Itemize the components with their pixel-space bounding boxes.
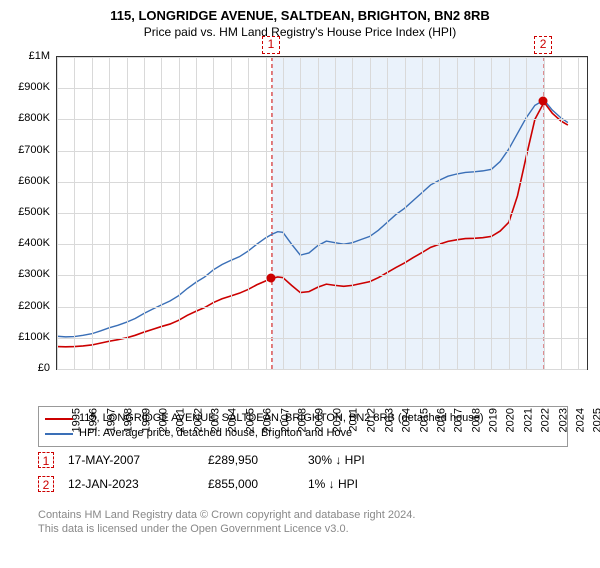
event-row-price: £289,950 xyxy=(208,453,308,467)
event-row-marker: 2 xyxy=(38,476,54,492)
legend: 115, LONGRIDGE AVENUE, SALTDEAN, BRIGHTO… xyxy=(38,406,568,447)
event-point xyxy=(539,97,548,106)
ytick-label: £500K xyxy=(0,206,50,218)
footer-line2: This data is licensed under the Open Gov… xyxy=(38,522,415,536)
event-marker-1: 1 xyxy=(262,36,280,54)
ytick-label: £900K xyxy=(0,81,50,93)
ytick-label: £100K xyxy=(0,331,50,343)
legend-swatch-property xyxy=(45,418,73,420)
footer-line1: Contains HM Land Registry data © Crown c… xyxy=(38,508,415,522)
event-row-delta: 30% ↓ HPI xyxy=(308,453,428,467)
ytick-label: £0 xyxy=(0,362,50,374)
legend-swatch-hpi xyxy=(45,433,73,435)
footer-attribution: Contains HM Land Registry data © Crown c… xyxy=(38,508,415,537)
event-point xyxy=(266,273,275,282)
plot-area xyxy=(56,56,588,370)
event-row-price: £855,000 xyxy=(208,477,308,491)
ytick-label: £700K xyxy=(0,144,50,156)
chart-subtitle: Price paid vs. HM Land Registry's House … xyxy=(0,25,600,39)
ytick-label: £800K xyxy=(0,112,50,124)
event-row-date: 12-JAN-2023 xyxy=(68,477,208,491)
event-row: 1 17-MAY-2007£289,95030% ↓ HPI xyxy=(38,452,428,468)
ytick-label: £600K xyxy=(0,175,50,187)
legend-label-hpi: HPI: Average price, detached house, Brig… xyxy=(79,426,352,441)
ytick-label: £1M xyxy=(0,50,50,62)
event-row-date: 17-MAY-2007 xyxy=(68,453,208,467)
event-row: 2 12-JAN-2023£855,0001% ↓ HPI xyxy=(38,476,428,492)
legend-label-property: 115, LONGRIDGE AVENUE, SALTDEAN, BRIGHTO… xyxy=(79,411,484,426)
ytick-label: £300K xyxy=(0,268,50,280)
ytick-label: £200K xyxy=(0,300,50,312)
legend-item-property: 115, LONGRIDGE AVENUE, SALTDEAN, BRIGHTO… xyxy=(45,411,561,426)
event-row-marker: 1 xyxy=(38,452,54,468)
xtick-label: 2024 xyxy=(574,408,586,432)
ytick-label: £400K xyxy=(0,237,50,249)
chart-title: 115, LONGRIDGE AVENUE, SALTDEAN, BRIGHTO… xyxy=(0,8,600,23)
legend-item-hpi: HPI: Average price, detached house, Brig… xyxy=(45,426,561,441)
event-marker-2: 2 xyxy=(534,36,552,54)
xtick-label: 2025 xyxy=(592,408,600,432)
event-row-delta: 1% ↓ HPI xyxy=(308,477,428,491)
